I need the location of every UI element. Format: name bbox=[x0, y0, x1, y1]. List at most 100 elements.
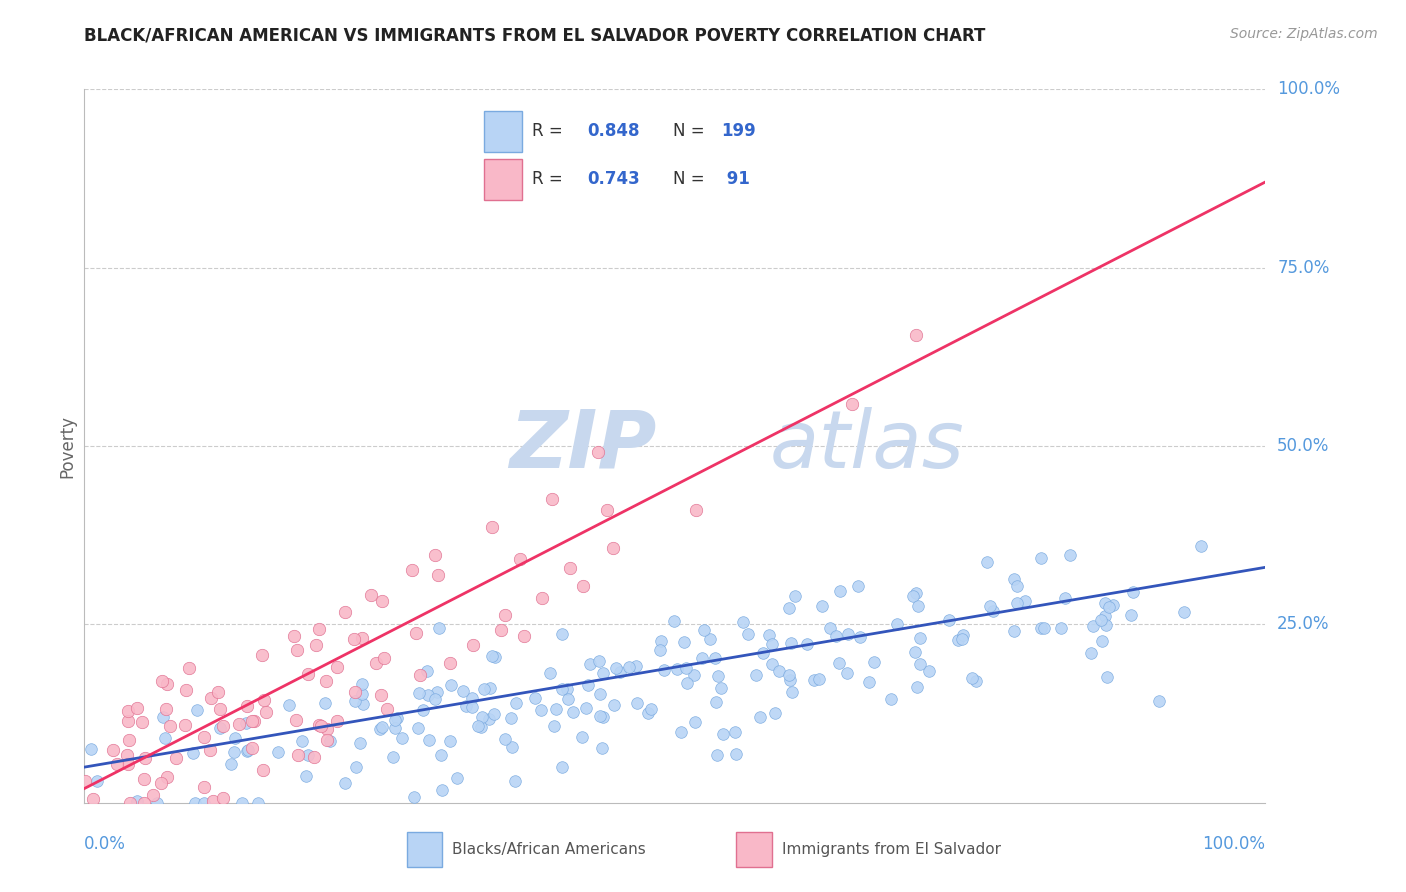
Text: BLACK/AFRICAN AMERICAN VS IMMIGRANTS FROM EL SALVADOR POVERTY CORRELATION CHART: BLACK/AFRICAN AMERICAN VS IMMIGRANTS FRO… bbox=[84, 27, 986, 45]
Point bbox=[240, 714, 263, 729]
Point bbox=[132, 772, 155, 786]
Text: 0.848: 0.848 bbox=[588, 122, 640, 140]
Point bbox=[908, 657, 931, 672]
Text: atlas: atlas bbox=[769, 407, 965, 485]
Point bbox=[439, 734, 461, 748]
Point bbox=[572, 578, 595, 592]
Text: N =: N = bbox=[672, 170, 710, 188]
Point bbox=[314, 696, 336, 710]
Point bbox=[451, 684, 474, 698]
Point bbox=[86, 773, 108, 788]
Point bbox=[117, 705, 139, 719]
Point bbox=[1121, 607, 1143, 622]
Point bbox=[333, 775, 356, 789]
Point bbox=[551, 682, 574, 697]
Point bbox=[551, 760, 574, 774]
Point bbox=[1094, 608, 1116, 623]
Point bbox=[966, 674, 988, 689]
Point bbox=[208, 721, 231, 735]
Point bbox=[193, 730, 215, 744]
Point bbox=[907, 599, 929, 614]
Text: 0.743: 0.743 bbox=[588, 170, 640, 188]
Point bbox=[665, 662, 688, 676]
Point bbox=[134, 796, 156, 810]
Point bbox=[904, 586, 927, 600]
Point bbox=[1029, 551, 1052, 566]
Point bbox=[391, 731, 413, 745]
Point bbox=[602, 541, 624, 556]
Point bbox=[479, 681, 502, 695]
Point bbox=[454, 699, 477, 714]
Point bbox=[1094, 618, 1116, 632]
Point bbox=[560, 561, 582, 575]
Point bbox=[673, 635, 696, 649]
Point bbox=[626, 659, 648, 673]
Point bbox=[224, 731, 246, 745]
Point bbox=[650, 634, 672, 648]
Point bbox=[236, 744, 259, 758]
Point bbox=[131, 715, 153, 730]
Point bbox=[382, 750, 405, 764]
Point bbox=[609, 665, 631, 679]
Point bbox=[418, 733, 440, 747]
Point bbox=[186, 703, 208, 717]
Point bbox=[494, 608, 516, 623]
Point bbox=[368, 723, 391, 737]
Point bbox=[200, 690, 222, 705]
Point bbox=[219, 756, 242, 771]
Point bbox=[576, 678, 599, 692]
Point bbox=[780, 636, 803, 650]
Point bbox=[785, 589, 807, 603]
Point bbox=[426, 684, 449, 698]
Text: 50.0%: 50.0% bbox=[1277, 437, 1330, 455]
Point bbox=[125, 701, 148, 715]
Text: R =: R = bbox=[533, 170, 568, 188]
Point bbox=[236, 698, 259, 713]
Point bbox=[557, 692, 579, 706]
Point bbox=[509, 551, 531, 566]
Point bbox=[1173, 605, 1195, 619]
Point bbox=[778, 668, 800, 682]
Point bbox=[669, 725, 692, 739]
Point bbox=[818, 621, 841, 635]
Point bbox=[605, 660, 627, 674]
Text: N =: N = bbox=[672, 122, 710, 140]
Point bbox=[350, 631, 373, 645]
Point bbox=[662, 614, 685, 628]
Point bbox=[1050, 621, 1073, 635]
Point bbox=[1083, 619, 1105, 633]
Point bbox=[224, 745, 246, 759]
Text: ZIP: ZIP bbox=[509, 407, 657, 485]
Point bbox=[384, 714, 406, 728]
Y-axis label: Poverty: Poverty bbox=[58, 415, 76, 477]
Point bbox=[1053, 591, 1076, 606]
Point bbox=[707, 669, 730, 683]
Point bbox=[808, 673, 831, 687]
Point bbox=[352, 687, 374, 701]
Point bbox=[460, 690, 482, 705]
Point bbox=[603, 698, 626, 713]
Point bbox=[319, 733, 342, 747]
Point bbox=[654, 663, 676, 677]
Point bbox=[352, 697, 374, 711]
Point bbox=[278, 698, 301, 713]
Point bbox=[181, 746, 204, 760]
Point bbox=[904, 645, 927, 659]
Point bbox=[82, 791, 104, 805]
Point bbox=[648, 643, 671, 657]
Point bbox=[370, 688, 392, 702]
Point bbox=[710, 681, 733, 695]
Point bbox=[371, 594, 394, 608]
Point bbox=[683, 667, 706, 681]
Point bbox=[538, 665, 561, 680]
Point bbox=[904, 328, 927, 343]
Point bbox=[962, 671, 984, 685]
Point bbox=[193, 780, 215, 794]
Text: Blacks/African Americans: Blacks/African Americans bbox=[451, 842, 645, 857]
Point bbox=[763, 706, 786, 721]
Point bbox=[416, 688, 439, 702]
Point bbox=[80, 742, 103, 756]
Point bbox=[704, 695, 727, 709]
Point bbox=[780, 684, 803, 698]
Point bbox=[858, 674, 880, 689]
